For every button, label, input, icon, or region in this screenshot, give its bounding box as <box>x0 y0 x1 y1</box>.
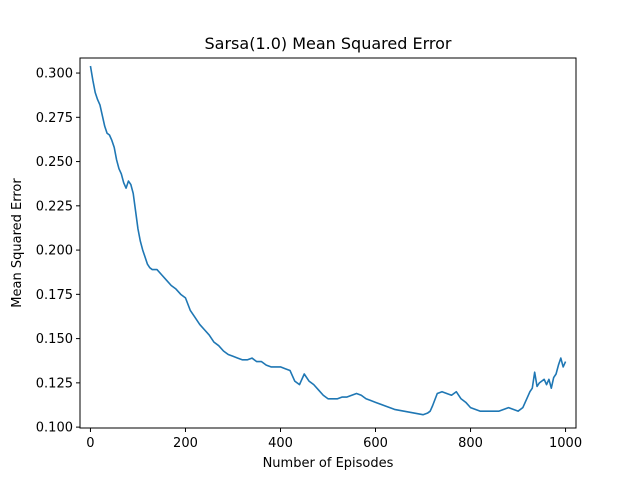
plot-area <box>80 58 576 428</box>
mse-series-line <box>89 65 567 416</box>
y-tick-label: 0.275 <box>36 111 73 126</box>
x-axis-label: Number of Episodes <box>263 456 394 471</box>
x-tick-label: 400 <box>268 436 293 451</box>
y-tick-label: 0.300 <box>36 67 73 82</box>
y-tick-label: 0.200 <box>36 244 73 259</box>
y-tick-label: 0.125 <box>36 376 73 391</box>
y-tick-label: 0.250 <box>36 155 73 170</box>
y-tick-label: 0.225 <box>36 199 73 214</box>
x-tick-label: 600 <box>363 436 388 451</box>
x-tick-label: 200 <box>173 436 198 451</box>
plot-frame <box>79 57 577 429</box>
y-axis-ticks: 0.100 0.125 0.150 0.175 0.200 0.225 0.250 0.275… <box>36 67 80 436</box>
x-tick-label: 800 <box>458 436 483 451</box>
chart-title: Sarsa(1.0) Mean Squared Error <box>205 34 452 53</box>
y-tick-label: 0.175 <box>36 288 73 303</box>
x-axis-ticks: 0 200 400 600 800 1000 <box>86 428 582 451</box>
y-axis-label: Mean Squared Error <box>10 178 25 308</box>
x-tick-label: 1000 <box>549 436 582 451</box>
y-tick-label: 0.150 <box>36 332 73 347</box>
y-tick-label: 0.100 <box>36 421 73 436</box>
x-tick-label: 0 <box>86 436 94 451</box>
